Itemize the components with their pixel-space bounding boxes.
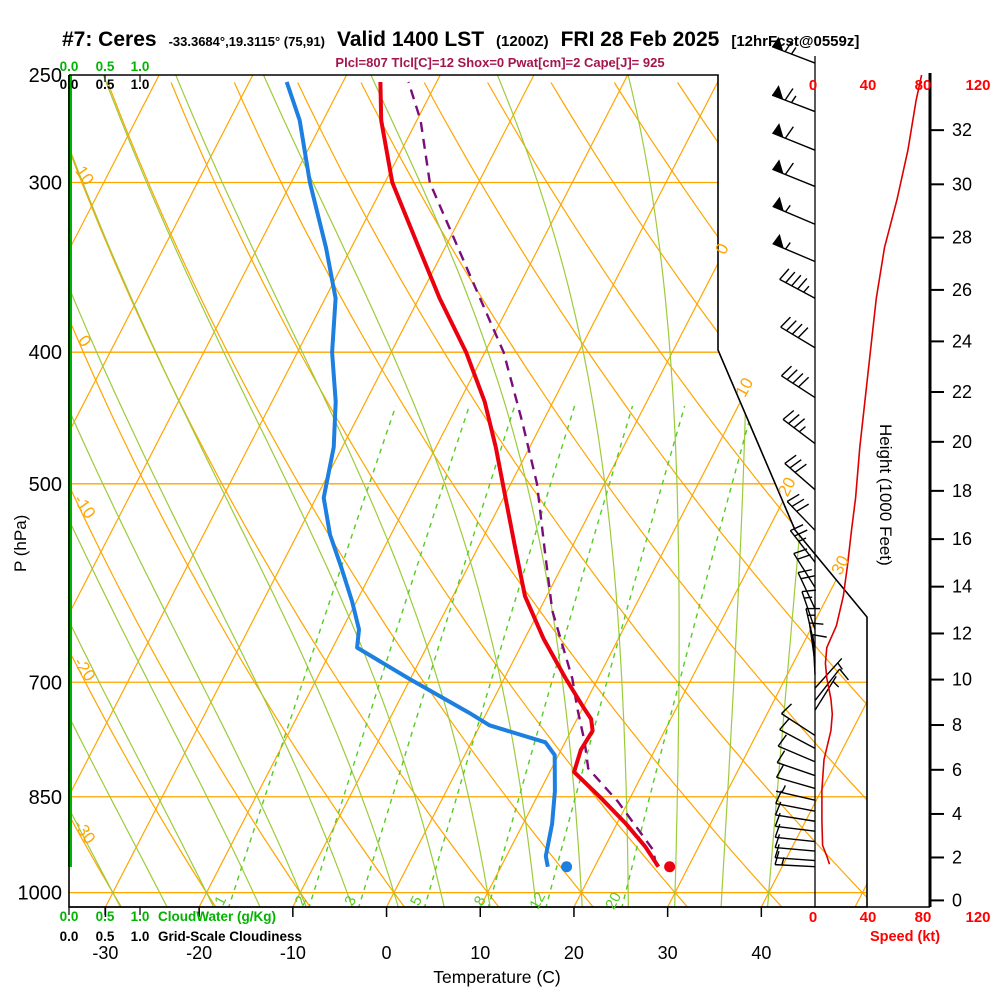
station-coords: -33.3684°,19.3115° (75,91) <box>168 34 325 49</box>
svg-text:-20: -20 <box>70 654 100 685</box>
svg-text:0.5: 0.5 <box>96 59 115 74</box>
svg-text:10: 10 <box>470 943 490 963</box>
cloud-scale-labels: 0.0 0.0 0.0 0.0 0.5 0.5 0.5 0.5 1.0 1.0 1.0 1.0 <box>60 59 150 944</box>
svg-text:0.5: 0.5 <box>96 929 115 944</box>
svg-text:28: 28 <box>952 228 972 248</box>
valid-date: FRI 28 Feb 2025 <box>560 28 720 51</box>
svg-text:850: 850 <box>29 787 62 809</box>
svg-text:0: 0 <box>74 332 95 351</box>
svg-text:250: 250 <box>29 65 62 87</box>
svg-text:0.0: 0.0 <box>60 909 79 924</box>
svg-text:0: 0 <box>382 943 392 963</box>
svg-text:0.5: 0.5 <box>96 77 115 92</box>
svg-text:2: 2 <box>952 847 962 867</box>
svg-text:20: 20 <box>602 890 625 913</box>
svg-text:10: 10 <box>952 670 972 690</box>
temperature-curve <box>378 81 661 868</box>
height-axis-label: Height (1000 Feet) <box>876 424 895 566</box>
svg-text:1000: 1000 <box>18 883 63 905</box>
forecast-tag: [12hrFcst@0559z] <box>731 33 860 50</box>
sounding-curves <box>284 81 661 868</box>
station-name: #7: Ceres <box>62 28 157 51</box>
svg-text:8: 8 <box>952 715 962 735</box>
svg-text:30: 30 <box>952 174 972 194</box>
valid-time: Valid 1400 LST <box>336 28 485 51</box>
svg-text:0: 0 <box>952 890 962 910</box>
sounding-parameters: Plcl=807 Tlcl[C]=12 Shox=0 Pwat[cm]=2 Ca… <box>335 55 665 70</box>
svg-text:14: 14 <box>952 577 972 597</box>
surface-dewpoint-dot <box>561 861 573 873</box>
surface-temp-dot <box>664 861 676 873</box>
svg-text:0.0: 0.0 <box>60 77 79 92</box>
svg-text:80: 80 <box>915 77 932 94</box>
parcel-ascent-curve <box>407 81 658 866</box>
svg-text:80: 80 <box>915 909 932 926</box>
svg-text:500: 500 <box>29 474 62 496</box>
svg-text:400: 400 <box>29 342 62 364</box>
valid-zulu: (1200Z) <box>496 33 549 50</box>
wind-speed-profile <box>821 74 923 865</box>
svg-text:32: 32 <box>952 120 972 140</box>
background-grid <box>69 75 867 907</box>
svg-text:40: 40 <box>860 77 877 94</box>
svg-text:300: 300 <box>29 173 62 195</box>
svg-text:120: 120 <box>965 77 990 94</box>
svg-text:12: 12 <box>952 623 972 643</box>
wind-barbs <box>771 36 849 868</box>
svg-text:40: 40 <box>751 943 771 963</box>
svg-text:24: 24 <box>952 331 972 351</box>
svg-text:-10: -10 <box>280 943 306 963</box>
svg-text:26: 26 <box>952 280 972 300</box>
dewpoint-curve <box>284 81 557 868</box>
pressure-axis-label: P (hPa) <box>11 515 30 572</box>
temperature-axis-label: Temperature (C) <box>433 967 560 987</box>
svg-text:10: 10 <box>732 375 758 401</box>
svg-text:-30: -30 <box>92 943 118 963</box>
svg-text:0: 0 <box>809 909 817 926</box>
svg-text:120: 120 <box>965 909 990 926</box>
svg-text:700: 700 <box>29 672 62 694</box>
svg-text:0.5: 0.5 <box>96 909 115 924</box>
svg-text:1.0: 1.0 <box>131 59 150 74</box>
temperature-ticks: -30 -20 -10 0 10 20 30 40 <box>92 907 771 963</box>
svg-text:6: 6 <box>952 760 962 780</box>
svg-text:-20: -20 <box>186 943 212 963</box>
svg-text:1.0: 1.0 <box>131 909 150 924</box>
svg-text:0: 0 <box>809 77 817 94</box>
svg-text:0.0: 0.0 <box>60 929 79 944</box>
svg-text:18: 18 <box>952 481 972 501</box>
svg-text:20: 20 <box>952 432 972 452</box>
svg-text:1.0: 1.0 <box>131 77 150 92</box>
svg-text:4: 4 <box>952 804 962 824</box>
svg-text:22: 22 <box>952 382 972 402</box>
svg-text:0.0: 0.0 <box>60 59 79 74</box>
speed-axis-label: Speed (kt) <box>870 929 940 945</box>
cloudwater-axis-label: CloudWater (g/Kg) <box>158 909 276 924</box>
svg-text:30: 30 <box>658 943 678 963</box>
pressure-tick-labels: 250 300 400 500 700 850 1000 <box>18 65 63 905</box>
svg-text:-30: -30 <box>70 816 100 847</box>
svg-text:20: 20 <box>564 943 584 963</box>
chart-title: #7: Ceres -33.3684°,19.3115° (75,91) Val… <box>62 28 992 52</box>
svg-text:40: 40 <box>860 909 877 926</box>
svg-text:16: 16 <box>952 529 972 549</box>
cloudiness-axis-label: Grid-Scale Cloudiness <box>158 929 302 944</box>
svg-text:1.0: 1.0 <box>131 929 150 944</box>
svg-text:0: 0 <box>712 240 733 257</box>
svg-text:12: 12 <box>526 890 549 913</box>
